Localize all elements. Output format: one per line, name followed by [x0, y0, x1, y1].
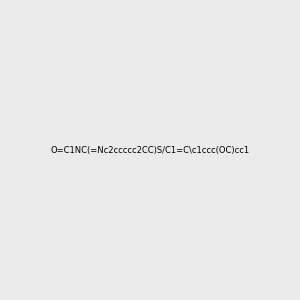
Text: O=C1NC(=Nc2ccccc2CC)S/C1=C\c1ccc(OC)cc1: O=C1NC(=Nc2ccccc2CC)S/C1=C\c1ccc(OC)cc1 [50, 146, 250, 154]
